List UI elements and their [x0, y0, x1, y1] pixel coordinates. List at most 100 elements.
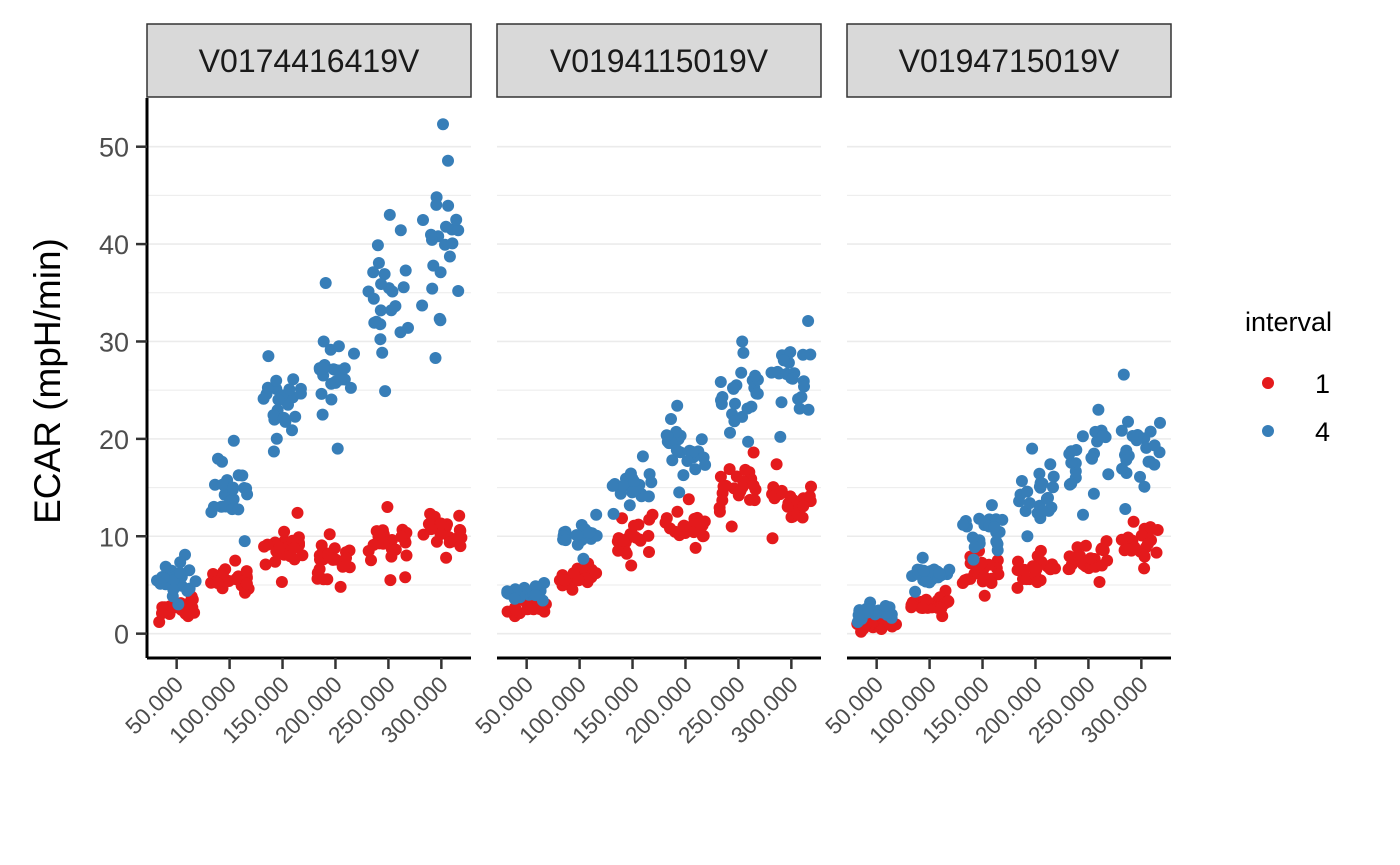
data-point: [559, 534, 572, 547]
data-point: [625, 559, 638, 572]
data-point: [1047, 481, 1059, 494]
data-point: [1047, 470, 1060, 483]
data-point: [1013, 495, 1026, 508]
data-point: [786, 372, 799, 385]
data-point: [745, 400, 758, 413]
data-point: [334, 580, 347, 593]
data-point: [440, 220, 452, 233]
data-point: [990, 535, 1003, 548]
data-point: [1115, 533, 1128, 546]
data-point: [1044, 563, 1057, 576]
data-point: [1135, 529, 1148, 542]
data-point: [714, 470, 727, 483]
data-point: [317, 335, 330, 348]
data-point: [643, 513, 656, 526]
data-point: [1117, 368, 1130, 381]
data-point: [861, 606, 874, 619]
data-point: [749, 369, 762, 382]
data-point: [529, 589, 542, 602]
data-point: [216, 455, 228, 468]
data-point: [1021, 485, 1034, 498]
data-point: [978, 589, 991, 602]
data-point: [311, 566, 324, 579]
data-point: [670, 425, 683, 438]
data-point: [626, 486, 639, 498]
data-point: [770, 458, 783, 471]
data-point: [715, 394, 727, 407]
data-point: [1036, 504, 1049, 517]
data-point: [189, 575, 202, 588]
data-point: [1142, 455, 1155, 468]
data-point: [376, 346, 389, 359]
data-point: [1141, 538, 1154, 551]
data-point: [371, 239, 384, 252]
data-point: [724, 426, 736, 439]
data-point: [671, 399, 684, 412]
data-point: [340, 552, 352, 564]
data-point: [636, 450, 649, 463]
data-point: [677, 469, 690, 482]
data-point: [446, 237, 459, 250]
data-point: [257, 392, 270, 405]
facet-panel: V0194715019V50.000100.000150.000200.0002…: [820, 23, 1172, 748]
data-point: [240, 577, 253, 590]
data-point: [443, 250, 456, 263]
data-point: [717, 480, 730, 493]
data-point: [399, 571, 412, 584]
y-tick-label: 30: [99, 327, 129, 357]
data-point: [695, 433, 708, 446]
data-point: [529, 580, 542, 593]
data-point: [379, 385, 392, 398]
data-point: [988, 521, 1001, 534]
data-point: [1026, 442, 1039, 455]
facet-strip-label: V0194715019V: [899, 43, 1120, 79]
data-point: [689, 463, 702, 476]
data-point: [367, 538, 380, 551]
data-point: [269, 555, 282, 568]
data-point: [1033, 467, 1046, 480]
data-point: [967, 553, 980, 566]
data-point: [315, 387, 328, 400]
data-point: [670, 444, 683, 457]
data-point: [775, 396, 788, 409]
data-point: [1086, 452, 1098, 465]
data-point: [283, 383, 296, 396]
data-point: [384, 574, 397, 587]
data-point: [227, 434, 240, 447]
data-point: [628, 519, 640, 532]
data-point: [452, 224, 465, 237]
data-point: [795, 391, 808, 403]
data-point: [687, 526, 700, 539]
data-point: [370, 315, 383, 328]
data-point: [325, 393, 338, 406]
data-point: [1126, 430, 1139, 442]
data-point: [1070, 444, 1083, 456]
data-point: [1023, 497, 1036, 510]
data-point: [400, 549, 413, 562]
data-point: [802, 403, 815, 416]
facet-strip: [496, 23, 822, 98]
data-point: [730, 470, 743, 483]
data-point: [686, 446, 699, 458]
facet-panel: V0194115019V50.000100.000150.000200.0002…: [470, 23, 822, 748]
data-point: [1063, 478, 1076, 491]
data-point: [270, 374, 283, 387]
data-point: [796, 511, 809, 524]
facet-panel: V0174416419V50.000100.000150.000200.0002…: [120, 23, 472, 748]
data-point: [183, 564, 196, 577]
data-point: [852, 609, 865, 622]
data-point: [956, 577, 969, 589]
data-point: [273, 541, 286, 554]
data-point: [713, 501, 726, 514]
data-point: [957, 518, 970, 531]
data-point: [167, 583, 180, 596]
data-point: [452, 285, 465, 297]
data-point: [1062, 563, 1075, 576]
data-point: [316, 408, 329, 421]
data-point: [174, 566, 187, 579]
data-point: [623, 499, 636, 512]
data-point: [315, 539, 328, 552]
data-point: [181, 584, 194, 597]
data-point: [1075, 553, 1088, 566]
